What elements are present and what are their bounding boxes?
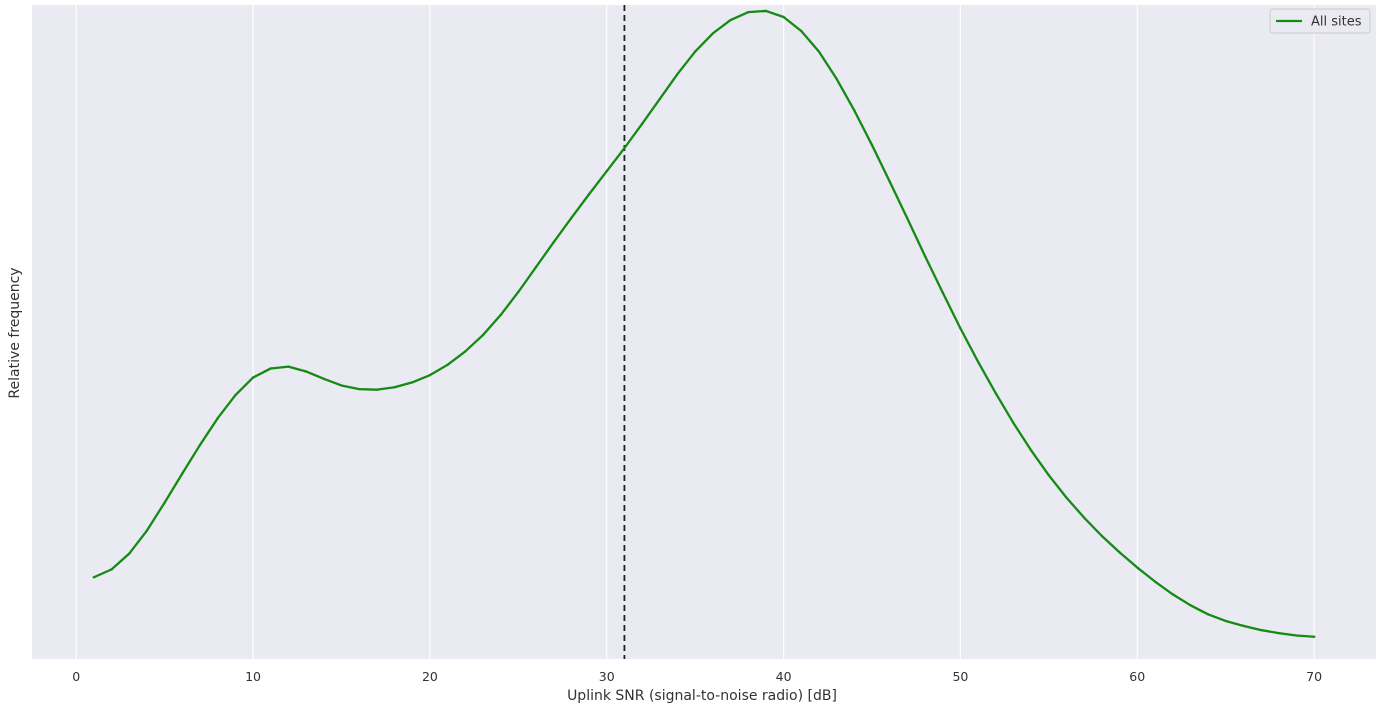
data-point-20 — [428, 373, 432, 377]
x-tick-label-60: 60 — [1129, 669, 1145, 684]
data-point-66 — [1242, 624, 1245, 628]
data-point-3 — [128, 552, 131, 555]
data-point-53 — [1012, 421, 1015, 425]
data-point-38 — [747, 10, 750, 14]
data-point-54 — [1029, 449, 1033, 452]
y-axis-label: Relative frequency — [7, 267, 23, 398]
data-point-9 — [234, 393, 237, 397]
data-point-1 — [92, 576, 96, 579]
data-point-57 — [1083, 516, 1086, 519]
data-point-70 — [1312, 635, 1316, 638]
data-point-56 — [1065, 496, 1068, 499]
data-point-34 — [676, 72, 679, 76]
data-point-33 — [658, 97, 661, 101]
data-point-40 — [782, 15, 785, 19]
legend-label: All sites — [1311, 15, 1362, 30]
data-point-61 — [1153, 580, 1157, 583]
data-point-23 — [481, 333, 485, 337]
x-axis-label: Uplink SNR (signal-to-noise radio) [dB] — [567, 688, 837, 704]
data-point-28 — [570, 216, 573, 220]
data-point-55 — [1047, 474, 1051, 477]
data-point-27 — [552, 241, 555, 244]
data-point-31 — [623, 146, 626, 150]
data-point-62 — [1171, 593, 1174, 596]
plot-background — [32, 5, 1376, 659]
data-point-37 — [729, 18, 732, 22]
data-point-39 — [764, 9, 768, 13]
data-point-45 — [870, 143, 874, 147]
data-point-2 — [110, 568, 113, 571]
x-tick-label-50: 50 — [952, 669, 968, 684]
data-point-64 — [1206, 613, 1210, 616]
data-point-35 — [693, 50, 697, 53]
data-point-4 — [145, 529, 149, 532]
data-point-17 — [375, 388, 379, 391]
data-point-50 — [959, 327, 962, 330]
data-point-15 — [340, 384, 343, 387]
data-point-18 — [393, 386, 396, 389]
data-point-51 — [976, 360, 980, 363]
data-point-16 — [357, 387, 361, 391]
grid-lines — [75, 5, 1315, 659]
data-point-47 — [906, 217, 909, 220]
data-point-63 — [1189, 603, 1192, 607]
series-points — [92, 9, 1316, 638]
data-point-12 — [287, 365, 290, 368]
data-point-29 — [587, 193, 591, 196]
data-point-68 — [1277, 631, 1280, 635]
data-point-48 — [923, 254, 927, 258]
data-point-41 — [800, 29, 803, 33]
x-tick-label-40: 40 — [776, 669, 792, 684]
data-point-60 — [1136, 566, 1139, 569]
data-point-6 — [181, 472, 184, 475]
x-tick-label-20: 20 — [422, 669, 438, 684]
data-point-8 — [216, 417, 219, 420]
data-point-67 — [1259, 628, 1263, 632]
data-point-58 — [1100, 534, 1104, 538]
data-point-26 — [534, 265, 538, 269]
series-line-all-sites — [92, 9, 1316, 638]
data-point-59 — [1118, 551, 1121, 554]
data-point-7 — [198, 443, 202, 447]
data-point-44 — [853, 109, 856, 112]
data-point-13 — [304, 370, 308, 373]
data-point-11 — [269, 367, 272, 370]
x-tick-label-10: 10 — [245, 669, 261, 684]
data-point-21 — [446, 363, 449, 367]
legend: All sites — [1269, 8, 1371, 34]
data-point-36 — [711, 32, 715, 35]
data-point-52 — [994, 392, 997, 395]
data-point-30 — [605, 169, 608, 173]
data-point-24 — [499, 313, 502, 317]
data-point-32 — [640, 122, 644, 126]
data-point-69 — [1295, 634, 1298, 637]
x-tick-label-70: 70 — [1306, 669, 1322, 684]
data-point-49 — [941, 291, 944, 294]
data-point-43 — [835, 77, 838, 81]
x-tick-label-30: 30 — [599, 669, 615, 684]
data-point-25 — [517, 290, 520, 294]
data-point-10 — [251, 376, 255, 379]
data-point-46 — [888, 180, 891, 183]
legend-box — [1269, 8, 1371, 34]
data-point-5 — [163, 501, 166, 504]
data-point-22 — [464, 350, 467, 353]
x-tick-label-0: 0 — [72, 669, 80, 684]
data-point-14 — [322, 377, 325, 380]
x-tick-labels: 0 10 20 30 40 50 60 70 — [72, 669, 1322, 684]
data-point-19 — [411, 381, 414, 384]
data-point-65 — [1224, 619, 1227, 623]
data-point-42 — [817, 50, 821, 53]
